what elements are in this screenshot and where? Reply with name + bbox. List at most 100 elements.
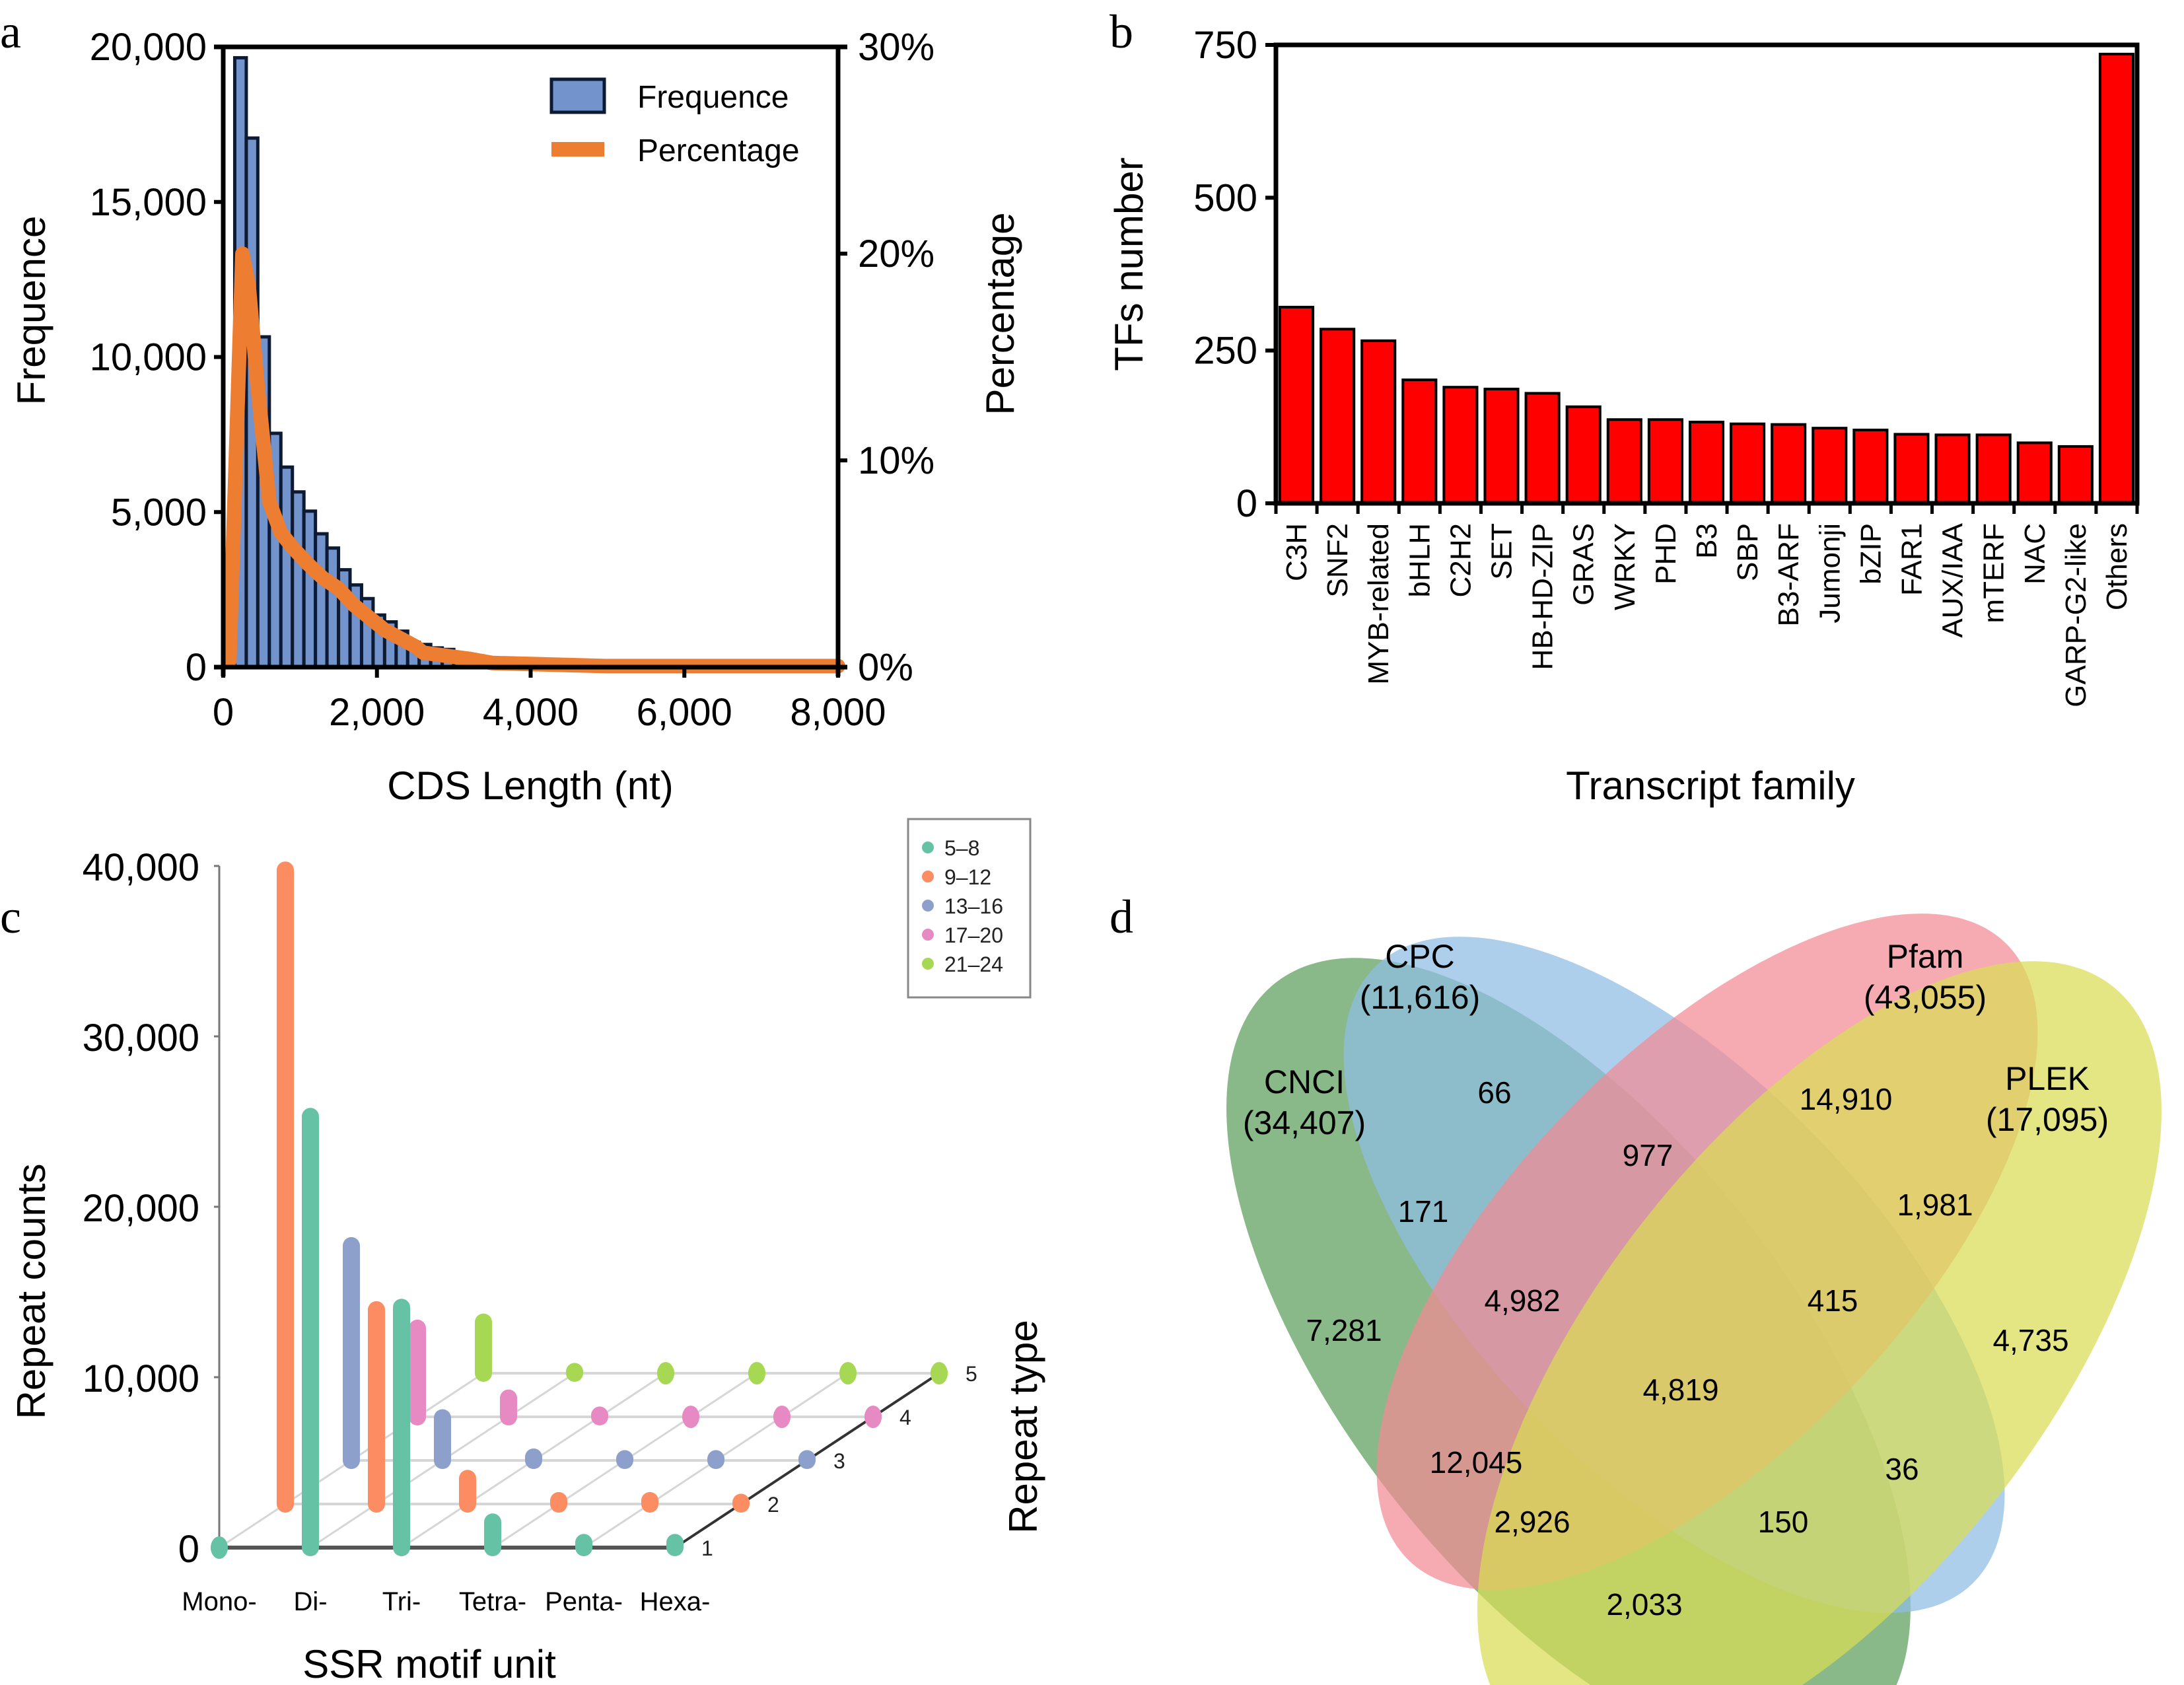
legend-marker xyxy=(922,958,934,970)
depth-tick-label: 3 xyxy=(833,1449,845,1473)
tf-bar xyxy=(1812,427,1848,505)
panel-c-z-axis-title: Repeat type xyxy=(1001,1320,1045,1534)
lollipop-dot xyxy=(657,1362,674,1384)
panel-letter-a: a xyxy=(0,5,21,58)
frequence-bar xyxy=(302,509,318,669)
category-label: SNF2 xyxy=(1321,523,1354,597)
x-tick-label: 6,000 xyxy=(637,691,732,734)
venn-set-total: (43,055) xyxy=(1864,979,1987,1016)
venn-region-value: 7,281 xyxy=(1306,1313,1382,1347)
x-category-label: Di- xyxy=(293,1587,327,1616)
legend-percentage-label: Percentage xyxy=(637,133,800,168)
venn-region-value: 1,981 xyxy=(1897,1188,1973,1222)
venn-region-value: 4,735 xyxy=(1992,1323,2068,1357)
depth-tick-label: 1 xyxy=(701,1536,713,1560)
venn-region-value: 150 xyxy=(1758,1505,1809,1539)
category-label: Jumonji xyxy=(1814,523,1846,624)
category-label: NAC xyxy=(2019,523,2051,585)
tf-bar xyxy=(2098,52,2135,505)
venn-set-name: CPC xyxy=(1385,938,1455,975)
y-tick-label: 750 xyxy=(1193,24,1257,67)
y2-tick-label: 10% xyxy=(858,439,934,482)
frequence-bar xyxy=(314,532,329,669)
panel-c-axes: 1 2 3 4 5 0 10,000 20,000 30,000 40,000 Mono- Di- Tr… xyxy=(83,846,977,1616)
venn-set-labels: CNCI (34,407) CPC (11,616) Pfam (43,055) PLEK (… xyxy=(1243,938,2109,1141)
frequence-bars xyxy=(232,55,536,669)
venn-region-value: 977 xyxy=(1623,1138,1673,1172)
legend-label: 5–8 xyxy=(944,836,979,860)
category-label: FAR1 xyxy=(1895,523,1928,596)
category-label: bHLH xyxy=(1403,523,1436,598)
panel-a-y-axis-title: Frequence xyxy=(9,216,53,406)
venn-set-total: (11,616) xyxy=(1360,979,1481,1016)
category-label: PHD xyxy=(1650,523,1682,585)
category-label: WRKY xyxy=(1609,523,1641,610)
lollipop-dot xyxy=(864,1406,882,1428)
panel-c-lollipops xyxy=(211,861,948,1559)
y-tick-label: 15,000 xyxy=(90,181,207,224)
lollipop-dot xyxy=(211,1536,228,1559)
y2-tick-label: 30% xyxy=(858,26,934,69)
tf-bar xyxy=(1565,405,1602,505)
legend-label: 17–20 xyxy=(944,923,1003,947)
x-category-label: Mono- xyxy=(182,1587,256,1616)
category-label: C2H2 xyxy=(1444,523,1477,598)
y-tick-label: 20,000 xyxy=(83,1187,199,1230)
panel-a-y2-axis-title: Percentage xyxy=(978,213,1022,415)
legend-frequence-swatch xyxy=(549,77,606,114)
tf-bar xyxy=(1893,433,1930,505)
legend-percentage-swatch xyxy=(551,142,604,157)
category-label: Others xyxy=(2101,523,2133,610)
panel-letter-d: d xyxy=(1110,890,1133,943)
tf-bar xyxy=(1320,328,1356,505)
y-tick-label: 0 xyxy=(186,646,207,689)
tf-bar xyxy=(1442,386,1479,505)
venn-set-total: (17,095) xyxy=(1986,1101,2109,1138)
venn-region-value: 415 xyxy=(1808,1283,1858,1318)
tf-bar xyxy=(1934,433,1971,505)
panel-a-x-axis-title: CDS Length (nt) xyxy=(387,764,674,808)
category-label: SBP xyxy=(1732,523,1764,581)
tf-bar xyxy=(1401,378,1438,505)
tf-bar xyxy=(1279,305,1315,505)
venn-region-value: 12,045 xyxy=(1430,1445,1523,1480)
venn-set-name: CNCI xyxy=(1264,1063,1345,1100)
legend-marker xyxy=(922,871,934,882)
tf-bar xyxy=(1483,387,1520,505)
category-label: bZIP xyxy=(1854,523,1887,585)
venn-set-plek xyxy=(1477,961,2162,1685)
tf-bar xyxy=(1852,428,1889,505)
depth-tick-label: 5 xyxy=(966,1362,977,1386)
panel-c-3d-chart: 1 2 3 4 5 0 10,000 20,000 30,000 40,000 Mono- Di- Tr… xyxy=(9,818,1045,1685)
y-tick-label: 40,000 xyxy=(83,846,199,889)
category-label: GARP-G2-like xyxy=(2060,523,2092,707)
venn-region-value: 36 xyxy=(1885,1452,1919,1486)
x-category-label: Hexa- xyxy=(640,1587,711,1616)
x-tick-label: 4,000 xyxy=(483,691,579,734)
category-label: AUX/IAA xyxy=(1937,522,1969,637)
venn-region-value: 4,982 xyxy=(1484,1283,1560,1318)
tf-bar xyxy=(1647,418,1683,505)
y2-tick-label: 20% xyxy=(858,233,934,275)
venn-region-value: 66 xyxy=(1477,1075,1511,1110)
lollipop-dot xyxy=(931,1362,948,1384)
plot-frame xyxy=(1273,42,2140,506)
category-label: C3H xyxy=(1281,523,1313,581)
category-label: B3-ARF xyxy=(1773,523,1805,626)
tf-bar xyxy=(1730,422,1766,505)
legend-label: 13–16 xyxy=(944,894,1003,918)
panel-c-x-axis-title: SSR motif unit xyxy=(302,1642,556,1685)
category-label: HB-HD-ZIP xyxy=(1527,523,1559,670)
panel-c-y-axis-title: Repeat counts xyxy=(9,1164,53,1419)
panel-b-bar-chart: 0 250 500 750 C3H SNF2 MYB-related bHLH C2H2 SET… xyxy=(1107,24,2140,808)
panel-b-category-labels: C3H SNF2 MYB-related bHLH C2H2 SET HB-HD-ZIP GR… xyxy=(1281,522,2133,707)
depth-tick-label: 4 xyxy=(899,1406,911,1429)
tf-bar xyxy=(1688,420,1725,505)
venn-region-value: 2,926 xyxy=(1494,1505,1570,1539)
panel-b-axes: 0 250 500 750 xyxy=(1193,24,2140,525)
lollipop-dot xyxy=(748,1362,765,1384)
x-category-label: Penta- xyxy=(545,1587,623,1616)
venn-region-value: 14,910 xyxy=(1800,1082,1893,1116)
y-tick-label: 10,000 xyxy=(83,1357,199,1400)
panel-letter-b: b xyxy=(1110,5,1133,58)
